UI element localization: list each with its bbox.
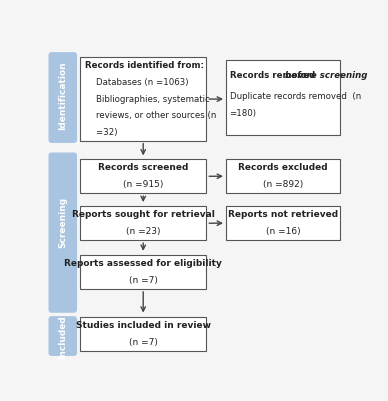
- Text: (n =892): (n =892): [263, 180, 303, 189]
- FancyBboxPatch shape: [80, 57, 206, 141]
- Text: reviews, or other sources (n: reviews, or other sources (n: [85, 111, 216, 120]
- Text: (n =7): (n =7): [129, 338, 158, 347]
- Text: (n =23): (n =23): [126, 227, 161, 236]
- Text: =32): =32): [85, 128, 117, 137]
- Text: before screening: before screening: [285, 71, 367, 80]
- Text: Studies included in review: Studies included in review: [76, 321, 211, 330]
- Text: :: :: [340, 71, 343, 80]
- Text: Screening: Screening: [58, 197, 67, 248]
- FancyBboxPatch shape: [80, 255, 206, 289]
- Text: Records screened: Records screened: [98, 163, 189, 172]
- FancyBboxPatch shape: [80, 317, 206, 351]
- Text: Reports not retrieved: Reports not retrieved: [228, 210, 338, 219]
- Text: Duplicate records removed  (n: Duplicate records removed (n: [230, 91, 361, 101]
- Text: Included: Included: [58, 315, 67, 359]
- FancyBboxPatch shape: [80, 159, 206, 193]
- Text: Identification: Identification: [58, 62, 67, 130]
- Text: Reports sought for retrieval: Reports sought for retrieval: [72, 210, 215, 219]
- Text: Records removed: Records removed: [230, 71, 318, 80]
- Text: (n =16): (n =16): [266, 227, 300, 236]
- FancyBboxPatch shape: [226, 61, 340, 135]
- FancyBboxPatch shape: [80, 206, 206, 240]
- FancyBboxPatch shape: [48, 52, 77, 143]
- Text: (n =7): (n =7): [129, 276, 158, 285]
- Text: Records identified from:: Records identified from:: [85, 61, 204, 70]
- Text: Records excluded: Records excluded: [238, 163, 328, 172]
- FancyBboxPatch shape: [48, 152, 77, 313]
- FancyBboxPatch shape: [48, 316, 77, 356]
- Text: (n =915): (n =915): [123, 180, 163, 189]
- Text: Bibliographies, systematic: Bibliographies, systematic: [85, 95, 210, 103]
- FancyBboxPatch shape: [226, 206, 340, 240]
- FancyBboxPatch shape: [226, 159, 340, 193]
- Text: =180): =180): [230, 109, 256, 118]
- Text: Reports assessed for eligibility: Reports assessed for eligibility: [64, 259, 222, 268]
- Text: Databases (n =1063): Databases (n =1063): [85, 78, 188, 87]
